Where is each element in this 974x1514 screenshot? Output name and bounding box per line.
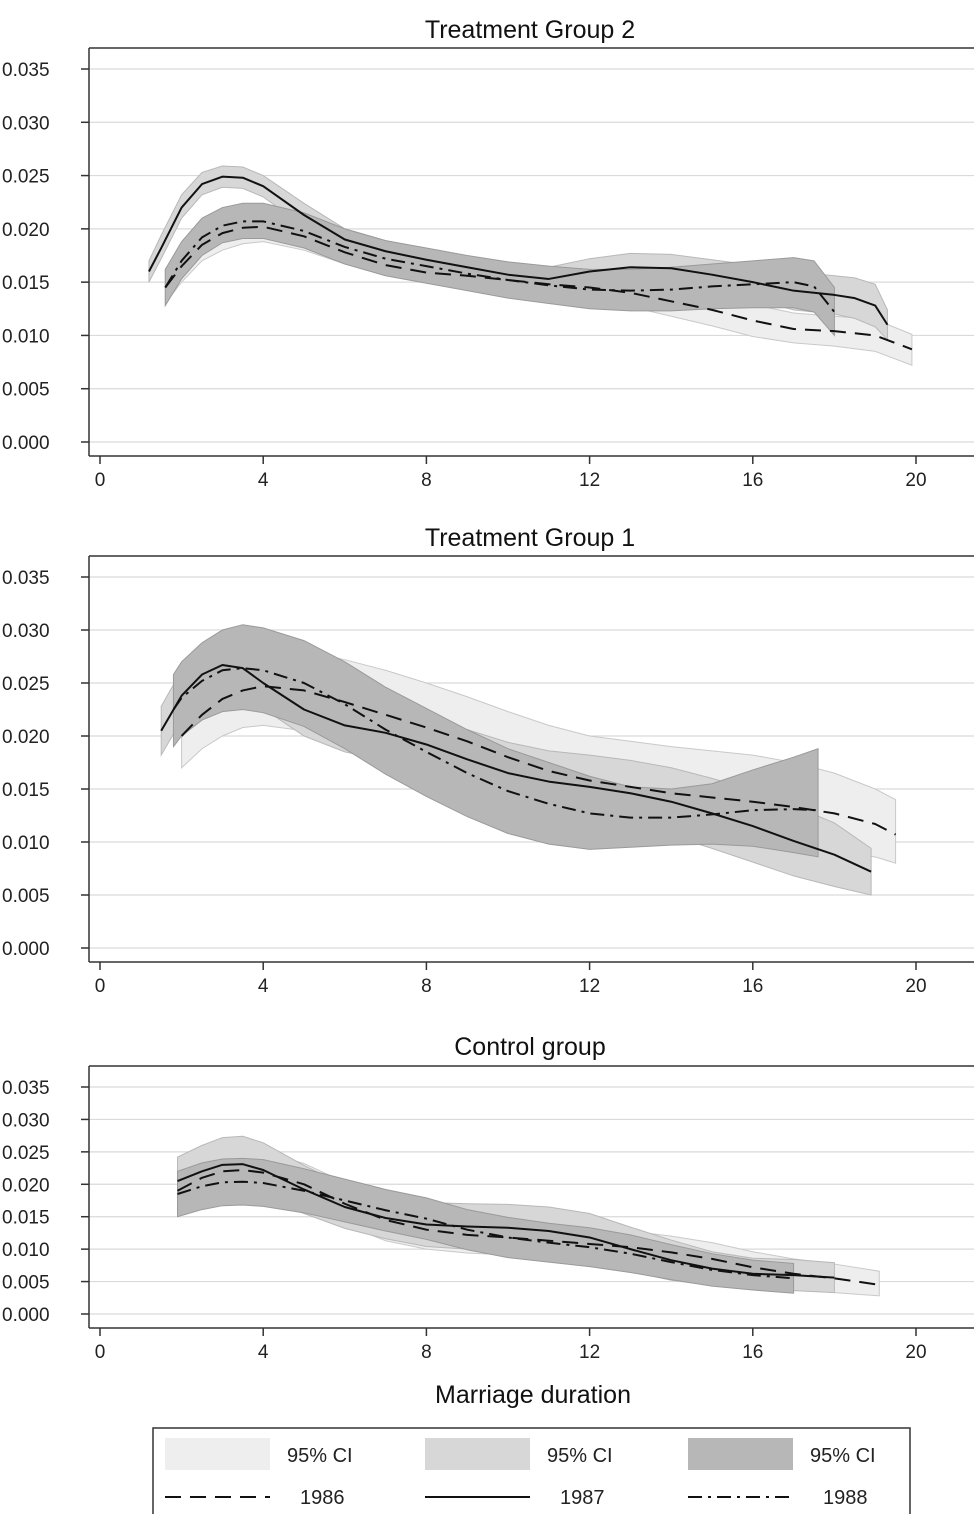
y-tick-label: 0.005 [2, 380, 50, 401]
legend-ci-label: 95% CI [547, 1445, 613, 1467]
panel-title: Treatment Group 1 [425, 524, 635, 552]
x-tick-label: 20 [905, 1342, 926, 1363]
y-tick-label: 0.020 [2, 220, 50, 241]
ci-band-1988 [164, 202, 835, 337]
x-tick-label: 4 [258, 1342, 269, 1363]
y-tick-label: 0.015 [2, 780, 50, 801]
legend-line-label: 1988 [823, 1487, 868, 1509]
x-tick-label: 4 [258, 470, 269, 491]
x-tick-label: 16 [742, 1342, 763, 1363]
y-tick-label: 0.035 [2, 60, 50, 81]
legend-ci-label: 95% CI [287, 1445, 353, 1467]
x-tick-label: 0 [95, 976, 106, 997]
panel-title: Control group [454, 1033, 605, 1061]
series-line-1986 [164, 225, 913, 351]
legend-ci-swatch [425, 1438, 530, 1470]
legend-line-label: 1987 [560, 1487, 605, 1509]
x-tick-label: 16 [742, 470, 763, 491]
panel-2: Control group 0.000 0.005 0.010 0.015 0.020 0.… [2, 1033, 974, 1409]
y-tick-label: 0.000 [2, 1305, 50, 1326]
series-line-1987 [177, 1163, 835, 1279]
y-tick-label: 0.025 [2, 674, 50, 695]
x-tick-label: 12 [579, 470, 600, 491]
panel-0: Treatment Group 2 0.000 0.005 0.010 0.015 0.0… [2, 16, 974, 491]
y-tick-label: 0.030 [2, 621, 50, 642]
ci-band-1988 [177, 1157, 795, 1294]
x-tick-label: 8 [421, 976, 432, 997]
y-tick-label: 0.010 [2, 1240, 50, 1261]
y-tick-label: 0.005 [2, 886, 50, 907]
legend-ci-swatch [165, 1438, 270, 1470]
x-tick-label: 20 [905, 976, 926, 997]
y-tick-label: 0.020 [2, 1175, 50, 1196]
y-tick-label: 0.015 [2, 1208, 50, 1229]
x-tick-label: 12 [579, 976, 600, 997]
x-tick-label: 8 [421, 470, 432, 491]
series-line-1986 [177, 1169, 880, 1286]
y-tick-label: 0.015 [2, 273, 50, 294]
legend-ci-swatch [688, 1438, 793, 1470]
series-line-1988 [164, 220, 836, 313]
y-tick-label: 0.020 [2, 727, 50, 748]
series-line-1987 [160, 663, 872, 873]
y-tick-label: 0.005 [2, 1273, 50, 1294]
panel-title: Treatment Group 2 [425, 16, 635, 44]
x-tick-label: 0 [95, 470, 106, 491]
series-line-1987 [148, 175, 889, 326]
series-line-1988 [172, 667, 819, 819]
x-axis-label: Marriage duration [435, 1381, 631, 1409]
y-tick-label: 0.000 [2, 433, 50, 454]
x-tick-label: 8 [421, 1342, 432, 1363]
y-tick-label: 0.025 [2, 1143, 50, 1164]
x-tick-label: 20 [905, 470, 926, 491]
series-line-1988 [177, 1180, 794, 1280]
legend: 95% CI 95% CI 95% CI 1986 1987 1988 [152, 1427, 911, 1514]
y-tick-label: 0.035 [2, 568, 50, 589]
x-tick-label: 12 [579, 1342, 600, 1363]
series-line-1986 [180, 685, 897, 836]
legend-ci-label: 95% CI [810, 1445, 876, 1467]
legend-line-label: 1986 [300, 1487, 345, 1509]
x-tick-label: 4 [258, 976, 269, 997]
panel-1: Treatment Group 1 0.000 0.005 0.010 0.015 0.0… [2, 524, 974, 997]
x-tick-label: 0 [95, 1342, 106, 1363]
y-tick-label: 0.025 [2, 167, 50, 188]
y-tick-label: 0.035 [2, 1078, 50, 1099]
y-tick-label: 0.000 [2, 939, 50, 960]
y-tick-label: 0.010 [2, 833, 50, 854]
y-tick-label: 0.030 [2, 1110, 50, 1131]
y-tick-label: 0.030 [2, 113, 50, 134]
y-tick-label: 0.010 [2, 326, 50, 347]
x-tick-label: 16 [742, 976, 763, 997]
